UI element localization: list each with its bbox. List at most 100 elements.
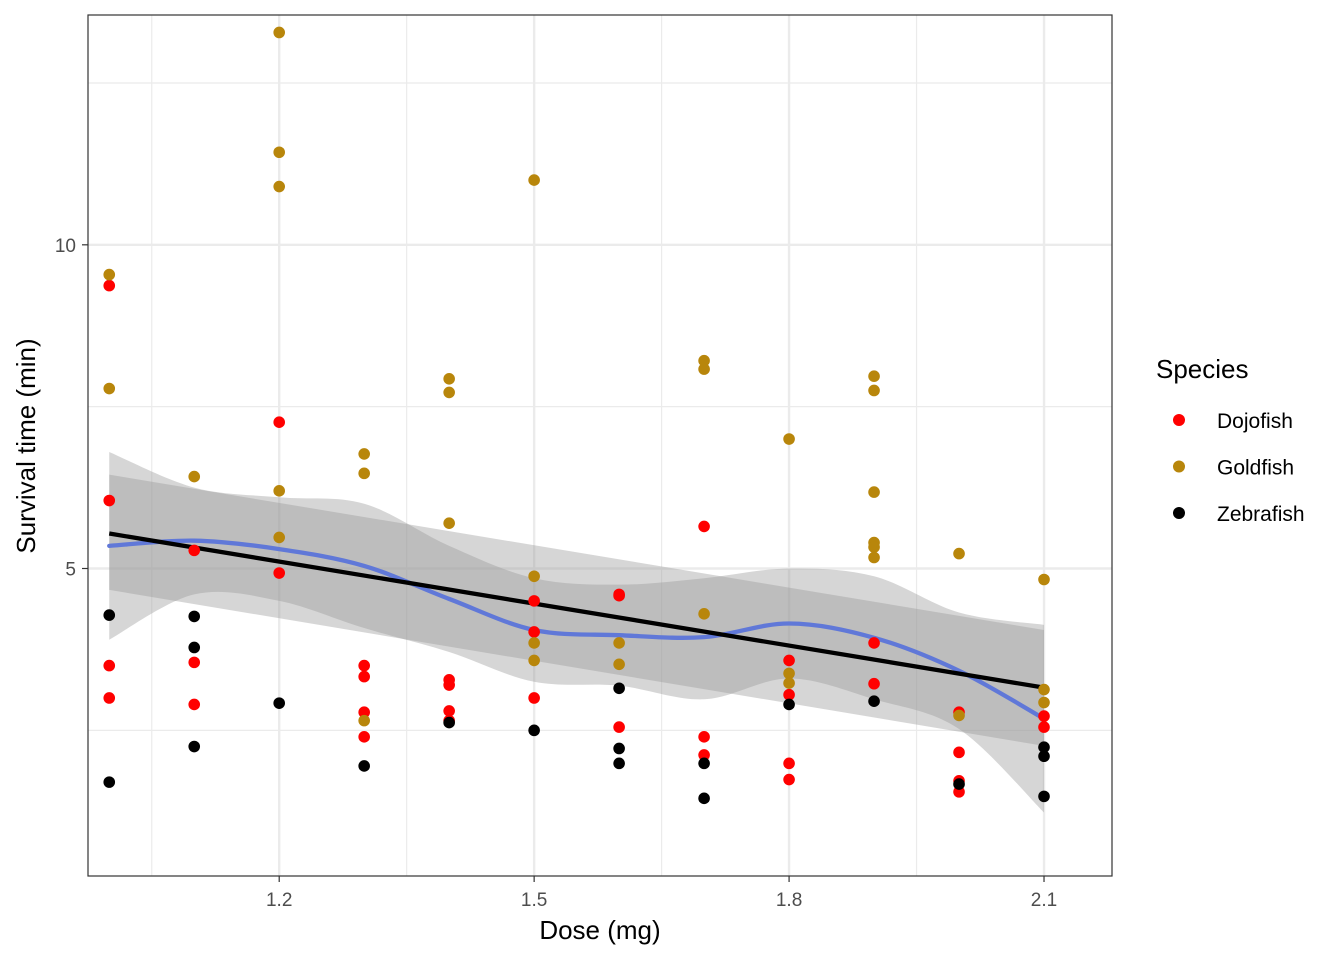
x-axis-ticks: 1.2 1.5 1.8 2.1 xyxy=(266,876,1057,911)
point-zebrafish xyxy=(1038,790,1050,803)
point-goldfish xyxy=(358,467,370,480)
point-dojofish xyxy=(613,589,625,602)
point-dojofish xyxy=(358,670,370,683)
legend-label-dojofish: Dojofish xyxy=(1217,410,1293,433)
legend: Species Dojofish Goldfish Zebrafish xyxy=(1156,354,1305,526)
panel-border xyxy=(87,14,1113,877)
point-goldfish xyxy=(273,531,286,544)
point-goldfish xyxy=(188,470,201,483)
point-zebrafish xyxy=(613,742,625,755)
point-zebrafish xyxy=(188,740,201,753)
point-dojofish xyxy=(188,544,201,557)
point-goldfish xyxy=(698,363,710,375)
legend-key-goldfish xyxy=(1173,460,1185,473)
legend-key-dojofish xyxy=(1173,414,1185,426)
x-tick-label: 2.1 xyxy=(1031,890,1057,911)
x-axis-title: Dose (mg) xyxy=(539,915,660,945)
point-goldfish xyxy=(273,180,286,193)
point-dojofish xyxy=(613,721,625,733)
point-goldfish xyxy=(443,386,455,399)
point-goldfish xyxy=(783,667,795,680)
loess-line-path xyxy=(107,538,1047,721)
point-goldfish xyxy=(783,677,795,689)
point-goldfish xyxy=(358,714,370,727)
point-dojofish xyxy=(103,494,116,507)
point-goldfish xyxy=(358,448,370,460)
point-dojofish xyxy=(783,654,795,667)
point-dojofish xyxy=(443,679,455,691)
point-zebrafish xyxy=(188,610,201,623)
point-dojofish xyxy=(783,688,795,701)
point-zebrafish xyxy=(358,760,370,772)
grid-minor xyxy=(88,15,1112,876)
point-dojofish xyxy=(528,626,540,638)
point-dojofish xyxy=(273,416,286,428)
point-goldfish xyxy=(698,354,710,367)
legend-key-zebrafish xyxy=(1173,507,1185,519)
point-goldfish xyxy=(783,433,795,445)
point-dojofish xyxy=(443,705,455,717)
point-dojofish xyxy=(273,567,286,579)
point-dojofish xyxy=(188,698,201,711)
y-tick-label: 10 xyxy=(55,236,76,257)
point-zebrafish xyxy=(698,757,710,770)
point-zebrafish xyxy=(103,776,116,788)
y-tick-label: 5 xyxy=(65,560,76,581)
point-goldfish xyxy=(528,174,540,186)
point-zebrafish xyxy=(1038,741,1050,753)
legend-label-goldfish: Goldfish xyxy=(1217,457,1294,480)
point-goldfish xyxy=(273,26,286,39)
point-zebrafish xyxy=(1038,750,1050,763)
point-goldfish xyxy=(613,658,625,671)
point-goldfish xyxy=(868,551,880,564)
point-dojofish xyxy=(358,731,370,743)
point-zebrafish xyxy=(188,641,201,654)
point-dojofish xyxy=(103,659,116,672)
point-zebrafish xyxy=(528,724,540,737)
point-dojofish xyxy=(1038,710,1050,722)
linear-fit-line xyxy=(108,531,1045,690)
point-zebrafish xyxy=(698,792,710,805)
point-goldfish xyxy=(443,517,455,529)
point-goldfish xyxy=(953,709,965,722)
point-dojofish xyxy=(783,757,795,770)
point-dojofish xyxy=(103,279,116,292)
point-dojofish xyxy=(188,656,201,669)
point-dojofish xyxy=(698,520,710,533)
point-goldfish xyxy=(868,541,880,553)
point-dojofish xyxy=(698,749,710,761)
point-goldfish xyxy=(953,547,965,560)
point-goldfish xyxy=(698,608,710,620)
point-goldfish xyxy=(1038,683,1050,696)
point-dojofish xyxy=(783,773,795,786)
point-goldfish xyxy=(273,485,286,497)
panel-background xyxy=(88,15,1112,876)
x-tick-label: 1.5 xyxy=(521,890,547,911)
point-goldfish xyxy=(103,382,116,395)
point-goldfish xyxy=(273,146,286,159)
point-zebrafish xyxy=(783,698,795,711)
x-tick-label: 1.2 xyxy=(266,890,292,911)
point-dojofish xyxy=(1038,721,1050,733)
point-dojofish xyxy=(528,595,540,607)
point-goldfish xyxy=(868,486,880,498)
point-goldfish xyxy=(443,373,455,385)
point-zebrafish xyxy=(103,609,116,621)
point-dojofish xyxy=(698,731,710,743)
point-dojofish xyxy=(868,677,880,690)
point-zebrafish xyxy=(613,682,625,695)
data-points xyxy=(103,26,1050,805)
point-zebrafish xyxy=(613,757,625,770)
x-tick-label: 1.8 xyxy=(776,890,802,911)
point-zebrafish xyxy=(443,716,455,729)
point-goldfish xyxy=(868,370,880,383)
y-axis-ticks: 5 10 xyxy=(55,236,88,581)
point-goldfish xyxy=(613,637,625,649)
legend-label-zebrafish: Zebrafish xyxy=(1217,503,1305,526)
point-dojofish xyxy=(868,637,880,649)
point-zebrafish xyxy=(953,778,965,790)
loess-smooth-line xyxy=(107,538,1047,721)
point-dojofish xyxy=(528,692,540,704)
point-zebrafish xyxy=(868,695,880,708)
